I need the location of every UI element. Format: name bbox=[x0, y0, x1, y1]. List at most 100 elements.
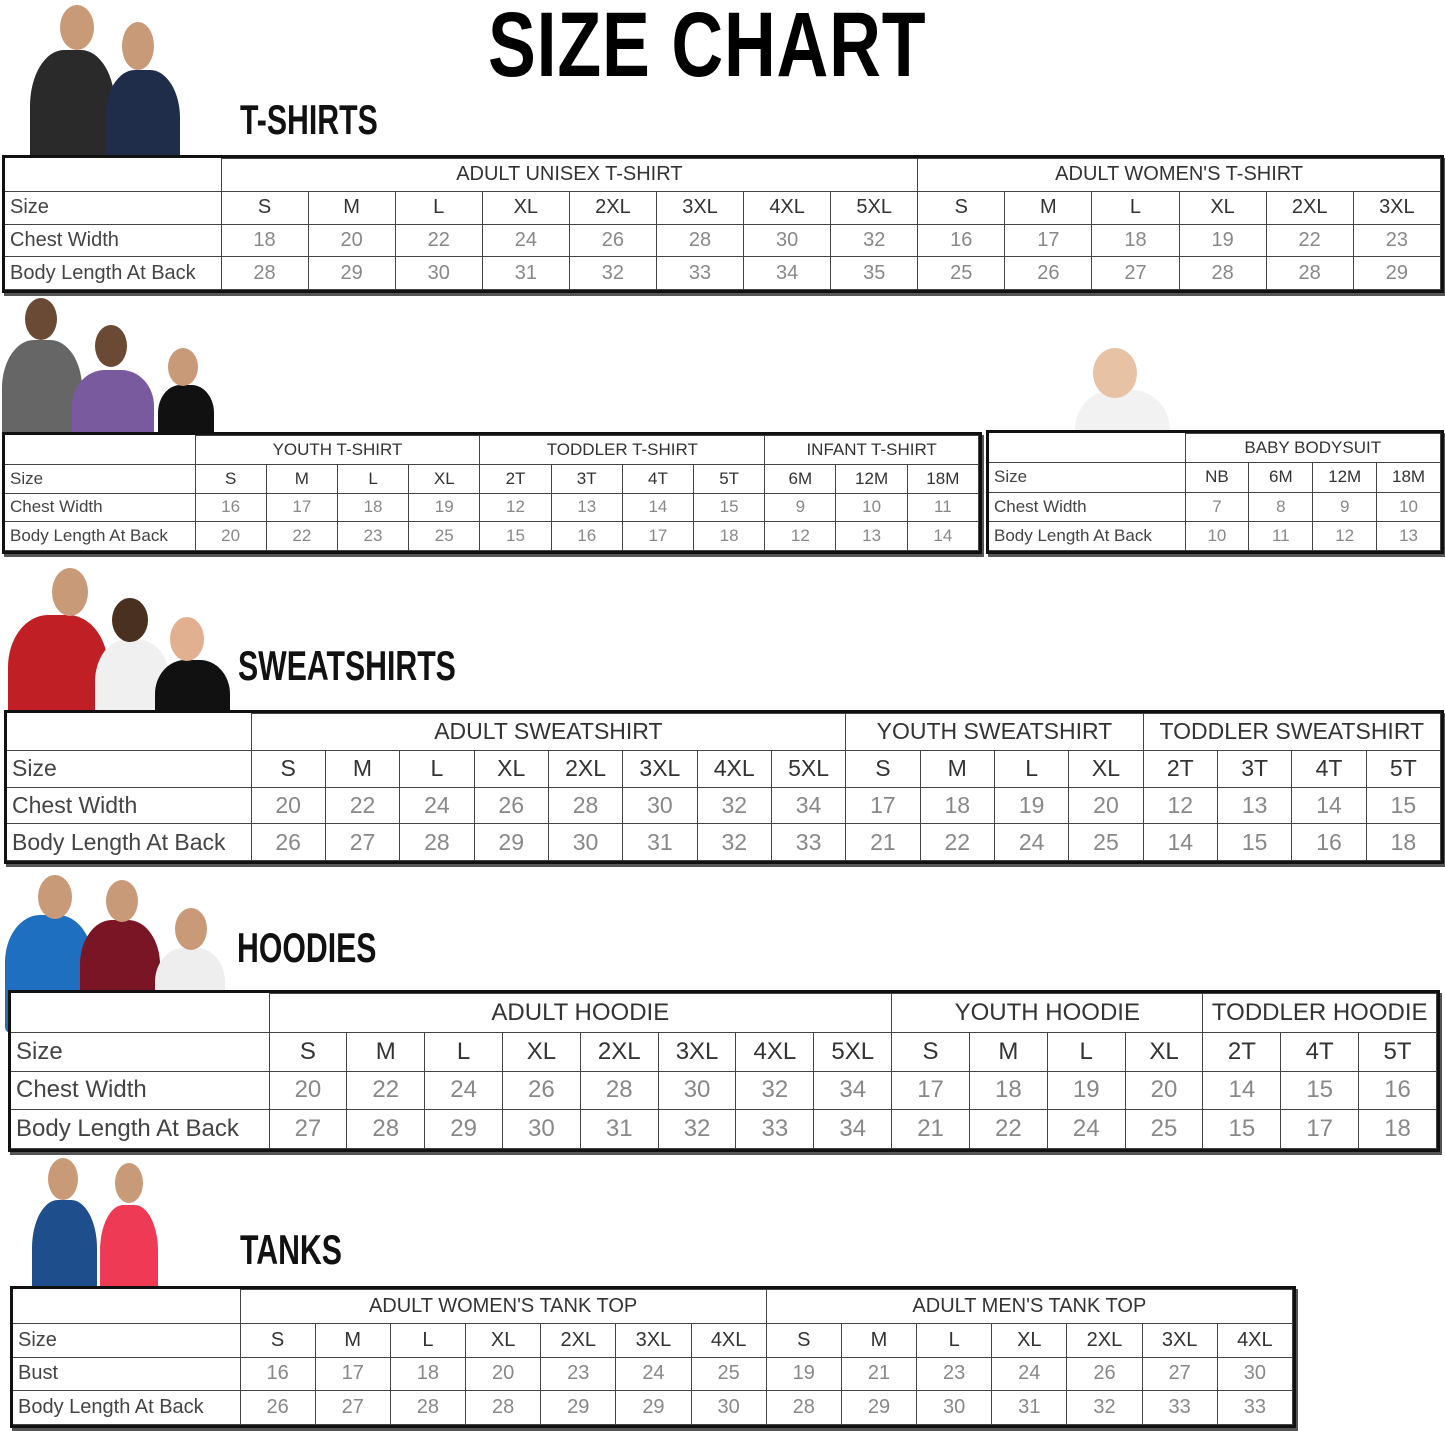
size-cell: S bbox=[239, 1322, 316, 1358]
row-label: Body Length At Back bbox=[5, 256, 222, 290]
value-cell: 26 bbox=[473, 786, 549, 825]
value-cell: 15 bbox=[1365, 786, 1442, 825]
value-cell: 29 bbox=[307, 256, 396, 290]
value-cell: 32 bbox=[696, 786, 772, 825]
size-cell: 4XL bbox=[743, 190, 832, 225]
group-header: TODDLER HOODIE bbox=[1202, 993, 1437, 1033]
size-cell: XL bbox=[1068, 749, 1144, 788]
value-cell: 18 bbox=[968, 1070, 1048, 1111]
value-cell: 30 bbox=[1216, 1356, 1294, 1392]
size-cell: 2XL bbox=[1066, 1322, 1143, 1358]
value-cell: 26 bbox=[1004, 256, 1093, 290]
value-cell: 15 bbox=[1216, 823, 1293, 861]
group-header: ADULT HOODIE bbox=[268, 993, 893, 1033]
value-cell: 33 bbox=[1216, 1390, 1294, 1425]
size-cell: 2XL bbox=[579, 1031, 659, 1072]
value-cell: 28 bbox=[547, 786, 624, 825]
value-cell: 22 bbox=[394, 223, 483, 258]
value-cell: 34 bbox=[813, 1070, 893, 1111]
value-cell: 22 bbox=[346, 1070, 426, 1111]
measurement-row: Chest Width 7 8 9 10 bbox=[989, 491, 1441, 522]
value-cell: 33 bbox=[655, 256, 745, 290]
value-cell: 23 bbox=[916, 1356, 993, 1392]
value-cell: 12 bbox=[764, 521, 837, 551]
size-cell: 2T bbox=[479, 463, 552, 494]
value-cell: 29 bbox=[540, 1390, 617, 1425]
value-cell: 17 bbox=[845, 786, 921, 825]
group-header: INFANT T-SHIRT bbox=[764, 435, 979, 465]
value-cell: 28 bbox=[655, 223, 745, 258]
size-cell: L bbox=[389, 1322, 467, 1358]
blank-cell bbox=[7, 713, 252, 751]
value-cell: 17 bbox=[1004, 223, 1093, 258]
value-cell: 30 bbox=[743, 223, 832, 258]
value-cell: 22 bbox=[919, 823, 995, 861]
value-cell: 12 bbox=[1312, 520, 1378, 552]
group-header: ADULT UNISEX T-SHIRT bbox=[220, 158, 919, 192]
measurement-row: Body Length At Back 28 29 30 31 32 33 34 35 25 26 2… bbox=[5, 256, 1442, 290]
size-cell: 2XL bbox=[1265, 190, 1354, 225]
value-cell: 30 bbox=[916, 1390, 993, 1425]
measurement-row: Chest Width 18 20 22 24 26 28 30 32 16 17 18 19 22 23 bbox=[5, 223, 1442, 258]
measurement-row: Bust 16 17 18 20 23 24 25 19 21 23 24 26 27 30 bbox=[13, 1356, 1294, 1392]
value-cell: 20 bbox=[194, 521, 267, 551]
value-cell: 27 bbox=[324, 823, 401, 861]
size-cell: XL bbox=[991, 1322, 1068, 1358]
size-cell: 3T bbox=[1216, 749, 1293, 788]
value-cell: 30 bbox=[690, 1390, 767, 1425]
value-cell: 15 bbox=[1202, 1109, 1282, 1149]
row-label: Body Length At Back bbox=[7, 823, 252, 861]
value-cell: 17 bbox=[621, 521, 695, 551]
value-cell: 27 bbox=[1141, 1356, 1218, 1392]
size-cell: L bbox=[399, 749, 475, 788]
row-label: Size bbox=[5, 463, 196, 494]
value-cell: 26 bbox=[1066, 1356, 1143, 1392]
blank-cell bbox=[989, 433, 1186, 464]
size-cell: 2XL bbox=[540, 1322, 617, 1358]
size-cell: M bbox=[324, 749, 401, 788]
size-cell: L bbox=[1091, 190, 1180, 225]
value-cell: 32 bbox=[1066, 1390, 1143, 1425]
value-cell: 13 bbox=[1376, 520, 1441, 552]
value-cell: 26 bbox=[250, 823, 326, 861]
value-cell: 24 bbox=[424, 1070, 503, 1111]
size-cell: 5T bbox=[1365, 749, 1442, 788]
value-cell: 24 bbox=[481, 223, 570, 258]
size-cell: XL bbox=[473, 749, 549, 788]
group-header-row: ADULT UNISEX T-SHIRT ADULT WOMEN'S T-SHIR… bbox=[5, 158, 1441, 192]
section-title-sweatshirts: SWEATSHIRTS bbox=[238, 642, 456, 689]
value-cell: 27 bbox=[268, 1109, 348, 1149]
value-cell: 28 bbox=[1265, 256, 1354, 290]
value-cell: 32 bbox=[568, 256, 657, 290]
value-cell: 32 bbox=[657, 1109, 737, 1149]
value-cell: 24 bbox=[993, 823, 1070, 861]
value-cell: 8 bbox=[1248, 491, 1314, 522]
group-header: TODDLER SWEATSHIRT bbox=[1142, 713, 1442, 751]
group-header: ADULT WOMEN'S T-SHIRT bbox=[917, 158, 1441, 192]
size-cell: 6M bbox=[1248, 462, 1314, 493]
measurement-row: Chest Width 16 17 18 19 12 13 14 15 9 10 11 bbox=[5, 492, 980, 523]
blank-cell bbox=[5, 435, 196, 465]
size-cell: S bbox=[765, 1322, 842, 1358]
value-cell: 7 bbox=[1184, 491, 1250, 522]
size-row: Size S M L XL 2XL 3XL 4XL 5XL S M L XL 2T 4T 5T bbox=[11, 1031, 1437, 1072]
value-cell: 28 bbox=[220, 256, 309, 290]
measurement-row: Chest Width 20 22 24 26 28 30 32 34 17 18 19 20 14 15 1… bbox=[11, 1070, 1437, 1111]
value-cell: 21 bbox=[840, 1356, 918, 1392]
row-label: Size bbox=[11, 1031, 270, 1072]
value-cell: 17 bbox=[265, 492, 338, 523]
value-cell: 29 bbox=[473, 823, 549, 861]
value-cell: 10 bbox=[1376, 491, 1441, 522]
size-cell: XL bbox=[501, 1031, 581, 1072]
value-cell: 28 bbox=[399, 823, 475, 861]
value-cell: 13 bbox=[550, 492, 623, 523]
value-cell: 25 bbox=[917, 256, 1006, 290]
size-cell: 3XL bbox=[1352, 190, 1442, 225]
value-cell: 22 bbox=[1265, 223, 1354, 258]
row-label: Body Length At Back bbox=[5, 521, 196, 551]
size-cell: M bbox=[314, 1322, 391, 1358]
value-cell: 25 bbox=[690, 1356, 767, 1392]
value-cell: 29 bbox=[615, 1390, 692, 1425]
size-cell: 2T bbox=[1142, 749, 1218, 788]
value-cell: 32 bbox=[735, 1070, 815, 1111]
